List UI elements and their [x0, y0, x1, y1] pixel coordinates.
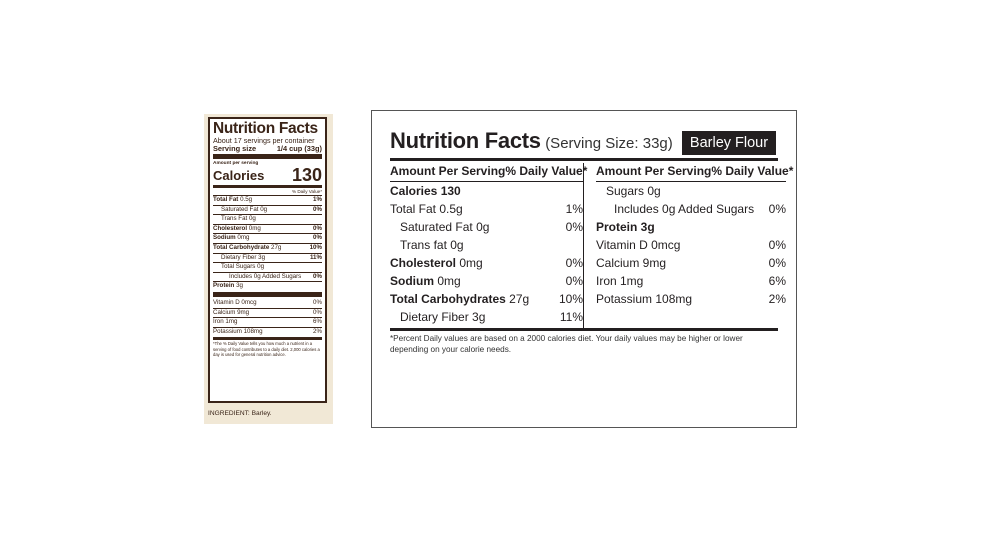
nutrient-row: Saturated Fat 0g 0%	[400, 220, 583, 234]
nutrient-row: Includes 0g Added Sugars 0%	[213, 273, 322, 283]
column-divider	[583, 163, 584, 329]
nutrient-row: Includes 0g Added Sugars 0%	[614, 202, 786, 216]
nutrient-row: Calcium 9mg 0%	[596, 256, 786, 270]
nutrient-row: Calories 130	[390, 184, 461, 198]
nutrient-row: Dietary Fiber 3g 11%	[213, 254, 322, 264]
nutrient-row: Trans fat 0g	[400, 238, 464, 252]
nutrient-row: Iron 1mg 6%	[596, 274, 786, 288]
vertical-label-title: Nutrition Facts	[213, 120, 318, 137]
nutrient-row: Trans Fat 0g	[213, 215, 322, 225]
horizontal-nutrition-label: Nutrition Facts (Serving Size: 33g) Barl…	[371, 110, 797, 428]
horizontal-label-title-row: Nutrition Facts (Serving Size: 33g)	[390, 128, 673, 154]
left-header: Amount Per Serving% Daily Value*	[390, 163, 587, 182]
daily-value-header: % Daily Value*	[213, 189, 322, 196]
amount-per-serving: Amount per serving	[213, 161, 259, 166]
horizontal-footnote: *Percent Daily values are based on a 200…	[390, 334, 743, 354]
horizontal-label-title: Nutrition Facts	[390, 128, 541, 153]
vitamin-row: Iron 1mg 6%	[213, 318, 322, 328]
nutrient-row: Cholesterol 0mg 0%	[213, 225, 322, 235]
nutrient-row: Vitamin D 0mcg 0%	[596, 238, 786, 252]
serving-size: (Serving Size: 33g)	[545, 135, 673, 152]
nutrient-row: Saturated Fat 0g 0%	[213, 206, 322, 216]
nutrient-row: Total Carbohydrates 27g 10%	[390, 292, 583, 306]
ingredient-text: INGREDIENT: Barley.	[208, 410, 272, 417]
thick-divider	[213, 291, 322, 297]
nutrient-row: Total Fat 0.5g 1%	[213, 196, 322, 206]
right-column: Amount Per Serving% Daily Value* Sugars …	[596, 163, 793, 308]
nutrient-row: Protein 3g	[596, 220, 655, 234]
calories-label: Calories	[213, 168, 265, 183]
vertical-footnote: *The % Daily Value tells you how much a …	[213, 341, 320, 357]
nutrient-row: Total Fat 0.5g 1%	[390, 202, 583, 216]
nutrient-row: Cholesterol 0mg 0%	[390, 256, 583, 270]
nutrient-row: Sugars 0g	[606, 184, 661, 198]
product-badge: Barley Flour	[682, 131, 776, 155]
vertical-nutrition-label: Nutrition Facts About 17 servings per co…	[204, 114, 333, 424]
nutrient-row: Total Sugars 0g	[213, 263, 322, 273]
nutrient-row: Protein 3g	[213, 282, 243, 290]
calories-value: 130	[291, 165, 322, 185]
vitamin-row: Vitamin D 0mcg 0%	[213, 299, 322, 309]
serving-size-row: Serving size 1/4 cup (33g)	[213, 145, 322, 153]
vertical-label-box: Nutrition Facts About 17 servings per co…	[208, 117, 327, 403]
thick-divider	[213, 154, 322, 159]
nutrient-row: Sodium 0mg 0%	[390, 274, 583, 288]
servings-per-container: About 17 servings per container	[213, 136, 315, 145]
bottom-rule	[390, 328, 778, 331]
serving-size-value: 1/4 cup (33g)	[276, 144, 322, 153]
nutrient-row: Total Carbohydrate 27g 10%	[213, 244, 322, 254]
nutrient-row: Dietary Fiber 3g 11%	[400, 310, 583, 324]
medium-divider	[213, 337, 322, 341]
left-column: Amount Per Serving% Daily Value* Calorie…	[390, 163, 587, 326]
vitamin-row: Potassium 108mg 2%	[213, 327, 322, 335]
serving-size-label: Serving size	[213, 144, 257, 153]
medium-divider	[213, 185, 322, 188]
vitamin-row: Calcium 9mg 0%	[213, 309, 322, 319]
calories-row: Calories 130	[213, 165, 322, 185]
nutrient-row: Sodium 0mg 0%	[213, 234, 322, 244]
right-header: Amount Per Serving% Daily Value*	[596, 163, 793, 182]
nutrient-row: Potassium 108mg 2%	[596, 292, 786, 306]
top-rule	[390, 158, 778, 161]
